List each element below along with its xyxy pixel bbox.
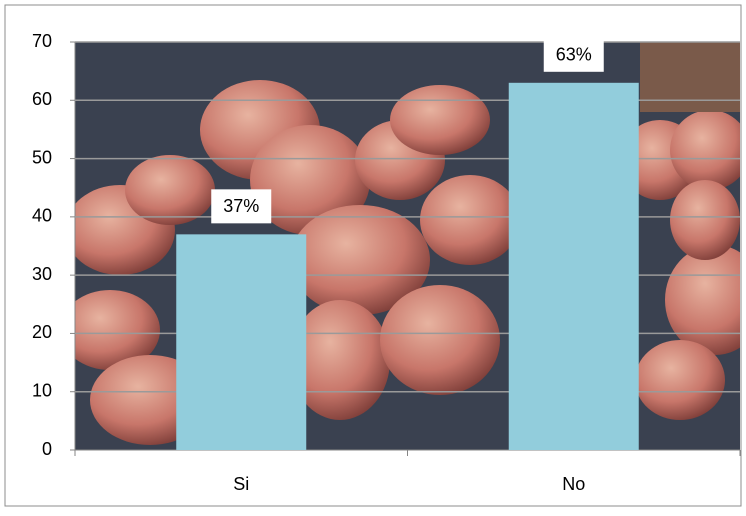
- y-tick-label: 60: [32, 89, 52, 109]
- x-tick-label: No: [562, 474, 585, 494]
- data-label-box: [543, 37, 604, 72]
- y-tick-label: 0: [42, 439, 52, 459]
- x-tick-label: Si: [233, 474, 249, 494]
- bar: [176, 234, 307, 450]
- y-tick-label: 70: [32, 31, 52, 51]
- y-tick-label: 20: [32, 322, 52, 342]
- data-label: 37%: [223, 196, 259, 216]
- y-tick-label: 50: [32, 147, 52, 167]
- y-tick-label: 30: [32, 264, 52, 284]
- data-label: 63%: [556, 45, 592, 65]
- bar: [508, 82, 639, 451]
- y-tick-label: 40: [32, 206, 52, 226]
- data-label-box: [211, 189, 272, 224]
- y-tick-label: 10: [32, 380, 52, 400]
- plot-background: [75, 42, 740, 450]
